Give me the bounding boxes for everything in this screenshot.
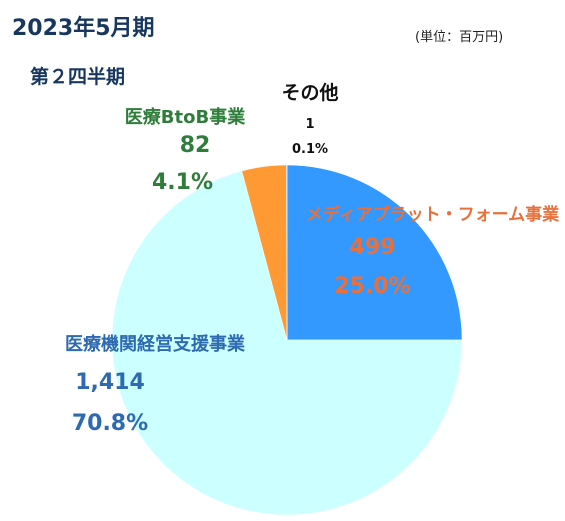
slice-label-media: メディアプラット・フォーム事業 499 25.0%	[300, 200, 565, 299]
pie-slices	[111, 164, 463, 516]
pie-slice-3	[286, 164, 288, 341]
slice-name-clinic: 医療機関経営支援事業	[65, 334, 245, 355]
slice-name-other: その他	[281, 82, 339, 104]
pie-slice-0	[286, 164, 463, 341]
slice-percent-clinic: 70.8%	[71, 411, 149, 436]
pie-slice-1	[111, 170, 463, 516]
slice-label-btob: 医療BtoB事業 82 4.1%	[95, 103, 275, 195]
slice-value-btob: 82	[179, 133, 211, 158]
slice-value-other: 1	[305, 117, 315, 132]
slice-value-clinic: 1,414	[75, 370, 145, 395]
unit-label: (単位：百万円)	[415, 30, 504, 45]
slice-name-media: メディアプラット・フォーム事業	[305, 205, 560, 225]
slice-percent-other: 0.1%	[291, 142, 329, 157]
chart-subtitle: 第２四半期	[30, 66, 126, 88]
slice-value-media: 499	[349, 235, 396, 260]
slice-percent-btob: 4.1%	[151, 170, 213, 195]
slice-label-clinic: 医療機関経営支援事業 1,414 70.8%	[20, 330, 290, 436]
slice-name-btob: 医療BtoB事業	[124, 107, 246, 128]
slice-label-other: その他 1 0.1%	[270, 78, 350, 157]
chart-title: 2023年5月期	[12, 16, 155, 41]
slice-percent-media: 25.0%	[334, 274, 411, 299]
